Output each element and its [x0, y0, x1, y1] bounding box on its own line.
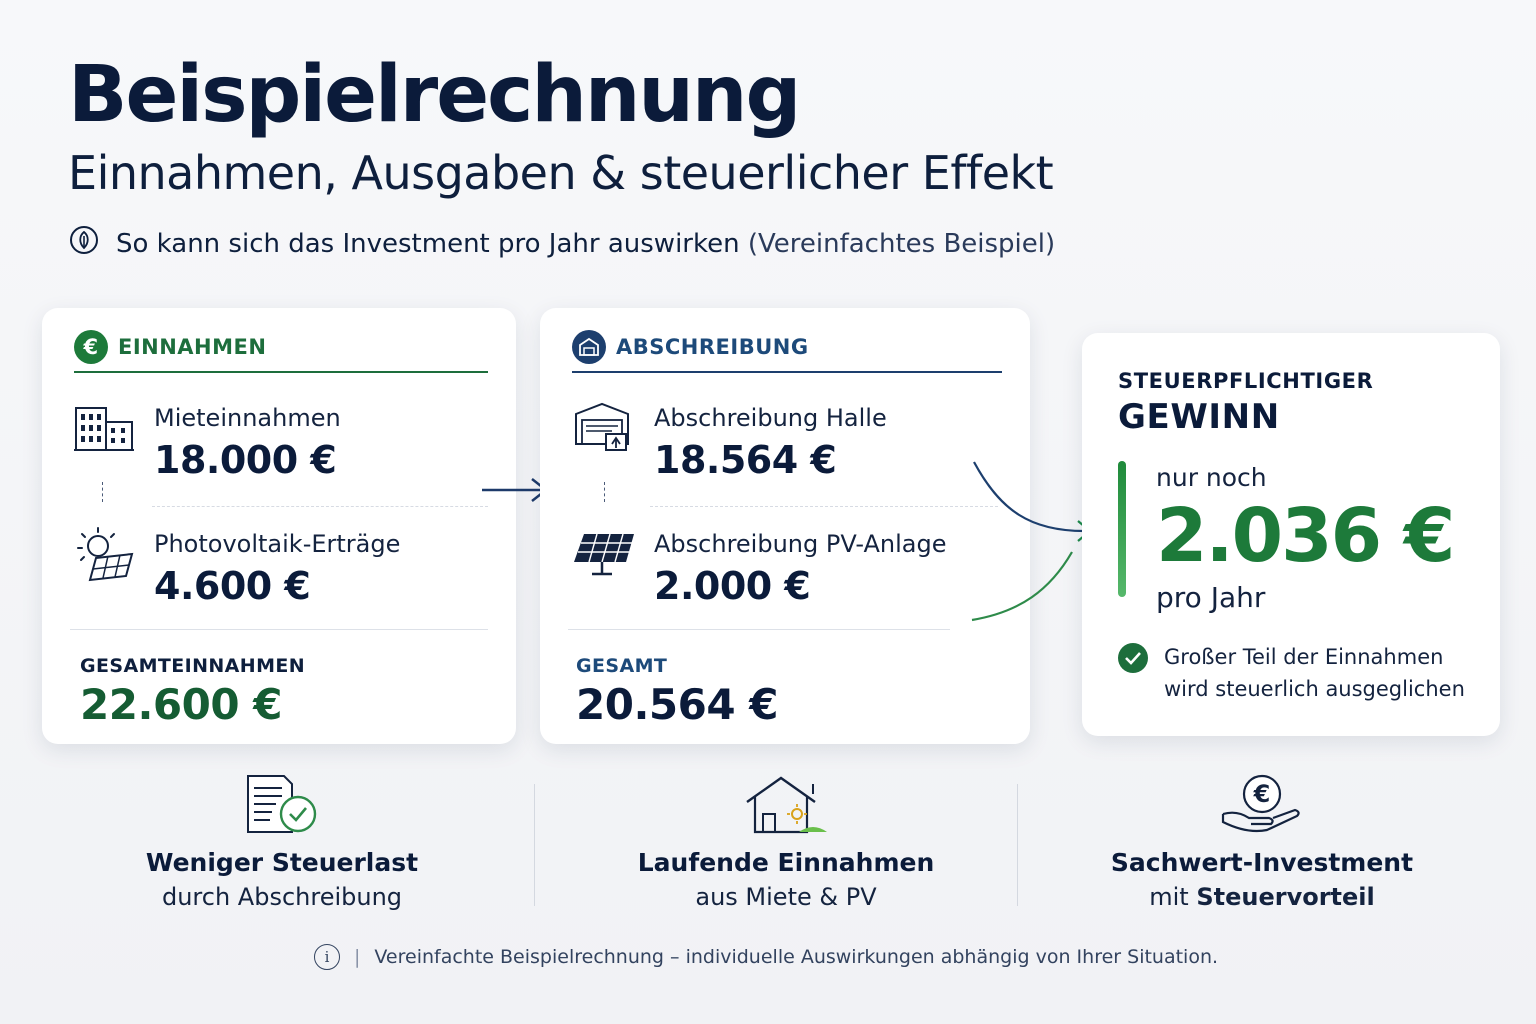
result-note-line1: Großer Teil der Einnahmen — [1164, 645, 1444, 669]
result-note-line2: wird steuerlich ausgeglichen — [1164, 677, 1465, 701]
result-post: pro Jahr — [1156, 581, 1266, 614]
income-pv-value: 4.600 € — [154, 564, 311, 608]
check-circle-icon — [1118, 643, 1148, 673]
depreciation-hall-value: 18.564 € — [654, 438, 837, 482]
warehouse-icon — [572, 330, 606, 364]
item-divider — [650, 506, 998, 507]
depreciation-heading-label: ABSCHREIBUNG — [616, 335, 809, 359]
depreciation-item-hall: Abschreibung Halle 18.564 € — [572, 400, 887, 482]
curved-arrows-icon — [971, 461, 1092, 622]
document-check-icon — [72, 772, 492, 840]
income-total-value: 22.600 € — [80, 680, 282, 729]
result-accent-bar — [1118, 461, 1126, 597]
building-icon — [72, 400, 136, 456]
benefit-income: Laufende Einnahmen aus Miete & PV — [576, 772, 996, 911]
income-card: € EINNAHMEN — [42, 308, 516, 744]
income-heading-label: EINNAHMEN — [118, 335, 267, 359]
depreciation-pv-value: 2.000 € — [654, 564, 811, 608]
benefit-separator — [1017, 784, 1018, 906]
intro-note: (Vereinfachtes Beispiel) — [747, 228, 1056, 259]
solar-panel-sun-icon — [72, 526, 136, 582]
result-note: Großer Teil der Einnahmen wird steuerlic… — [1118, 641, 1465, 705]
connector-line — [604, 482, 605, 502]
intro-main: So kann sich das Investment pro Jahr aus… — [116, 228, 740, 259]
svg-text:€: € — [1253, 780, 1271, 808]
income-total-label: GESAMTEINNAHMEN — [80, 655, 306, 677]
benefit-separator — [534, 784, 535, 906]
depreciation-hall-label: Abschreibung Halle — [654, 404, 887, 432]
footnote-separator: | — [354, 946, 361, 968]
euro-icon: € — [74, 330, 108, 364]
result-title-line2: GEWINN — [1118, 397, 1280, 437]
page-title: Beispielrechnung — [68, 50, 801, 140]
income-rent-label: Mieteinnahmen — [154, 404, 341, 432]
hall-icon — [572, 400, 636, 456]
footnote: i | Vereinfachte Beispielrechnung – indi… — [314, 944, 1218, 970]
solar-panel-icon — [572, 526, 636, 582]
hand-euro-icon: € — [1052, 772, 1472, 840]
result-value: 2.036 € — [1156, 493, 1455, 579]
benefit-asset-sub: mit Steuervorteil — [1149, 883, 1375, 911]
benefit-tax-sub: durch Abschreibung — [161, 883, 403, 911]
result-card: STEUERPFLICHTIGER GEWINN nur noch 2.036 … — [1082, 333, 1500, 736]
total-divider — [568, 629, 950, 630]
connector-line — [102, 482, 103, 502]
info-icon: i — [314, 944, 340, 970]
income-rent-value: 18.000 € — [154, 438, 337, 482]
income-heading-underline — [74, 371, 488, 373]
depreciation-total-value: 20.564 € — [576, 680, 778, 729]
income-pv-label: Photovoltaik-Erträge — [154, 530, 401, 558]
depreciation-pv-label: Abschreibung PV-Anlage — [654, 530, 947, 558]
house-solar-icon — [576, 772, 996, 840]
depreciation-total-label: GESAMT — [576, 655, 668, 677]
page-subtitle: Einnahmen, Ausgaben & steuerlicher Effek… — [68, 146, 1054, 200]
benefit-asset-sub-bold: Steuervorteil — [1196, 883, 1375, 911]
income-heading: € EINNAHMEN — [74, 330, 266, 364]
item-divider — [152, 506, 488, 507]
intro-line: So kann sich das Investment pro Jahr aus… — [68, 224, 1055, 263]
depreciation-item-pv: Abschreibung PV-Anlage 2.000 € — [572, 526, 946, 608]
result-title-line1: STEUERPFLICHTIGER — [1118, 369, 1374, 393]
total-divider — [70, 629, 488, 630]
income-item-rent: Mieteinnahmen 18.000 € — [72, 400, 341, 482]
coin-leaf-icon — [68, 224, 100, 263]
benefit-asset-title: Sachwert-Investment — [1110, 848, 1414, 877]
benefit-asset: € Sachwert-Investment mit Steuervorteil — [1052, 772, 1472, 911]
benefit-tax-title: Weniger Steuerlast — [145, 848, 419, 877]
benefit-income-sub: aus Miete & PV — [695, 883, 877, 911]
depreciation-heading: ABSCHREIBUNG — [572, 330, 809, 364]
depreciation-card: ABSCHREIBUNG Abschreibung Halle 18.564 € — [540, 308, 1030, 744]
income-item-pv: Photovoltaik-Erträge 4.600 € — [72, 526, 400, 608]
depreciation-heading-underline — [572, 371, 1002, 373]
benefit-tax: Weniger Steuerlast durch Abschreibung — [72, 772, 492, 911]
footnote-text: Vereinfachte Beispielrechnung – individu… — [374, 946, 1219, 968]
result-pre: nur noch — [1156, 463, 1267, 492]
benefit-income-title: Laufende Einnahmen — [637, 848, 935, 877]
